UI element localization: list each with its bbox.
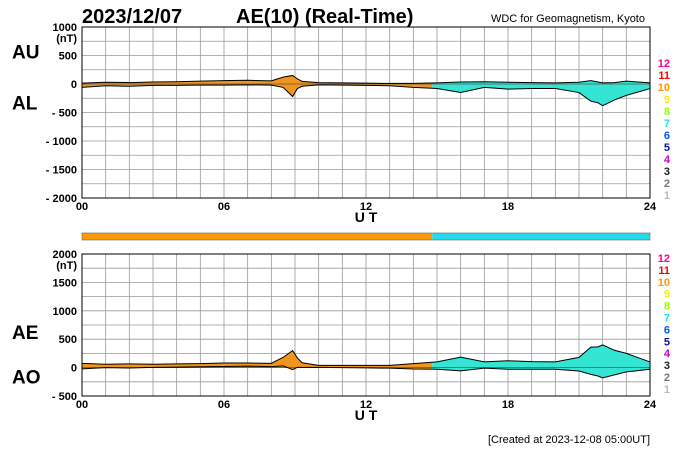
area-fill-au-cyan (432, 80, 650, 84)
area-fill-al-orange (82, 84, 433, 97)
station-count-6: 6 (664, 130, 670, 142)
y-tick-label: 2000 (53, 249, 77, 261)
station-count-9: 9 (664, 94, 670, 106)
station-count-4: 4 (664, 154, 671, 166)
y-tick-label: - 1500 (46, 165, 77, 177)
chart-title: AE(10) (Real-Time) (236, 6, 413, 28)
area-fill-ae-cyan (432, 344, 650, 368)
y-tick-label: 0 (71, 79, 77, 91)
series-label-al: AL (12, 94, 38, 115)
y-tick-label: 500 (59, 51, 77, 63)
station-count-5: 5 (664, 142, 670, 154)
y-tick-label: 1500 (53, 277, 77, 289)
y-tick-label: 1000 (53, 306, 77, 318)
series-label-ae: AE (12, 323, 38, 344)
x-tick-label: 00 (76, 399, 88, 411)
y-tick-label: - 500 (52, 391, 77, 403)
series-label-au: AU (12, 42, 39, 63)
ae-ao-panel: 2000 1500 1000 500 0 - 500 (nT) 00 06 12 18 24 U T AE… (12, 249, 657, 423)
series-line-ao (81, 365, 651, 379)
station-count-bar (81, 232, 651, 241)
station-count-12: 12 (658, 253, 670, 265)
au-al-panel: 1000 500 0 - 500 - 1000 - 1500 - 2000 (nT) 00 06 1… (12, 22, 657, 225)
area-fill-al-cyan (432, 84, 650, 106)
x-tick-label: 06 (218, 399, 230, 411)
station-count-6: 6 (664, 324, 670, 336)
station-count-9: 9 (664, 289, 670, 301)
x-tick-label: 12 (360, 201, 372, 213)
station-bar-frame (81, 232, 651, 241)
station-count-2: 2 (664, 372, 670, 384)
station-bar-segment (82, 233, 433, 240)
plot-frame (81, 26, 651, 199)
series-line-al (81, 84, 651, 107)
plot-frame (81, 253, 651, 397)
station-count-11: 11 (658, 265, 670, 277)
x-tick-label: 00 (76, 201, 88, 213)
station-count-3: 3 (664, 360, 670, 372)
series-label-ao: AO (12, 368, 41, 389)
y-tick-label: 1000 (53, 22, 77, 34)
series-line-au (81, 74, 651, 84)
station-count-3: 3 (664, 166, 670, 178)
station-count-10: 10 (658, 277, 670, 289)
station-count-5: 5 (664, 336, 670, 348)
x-tick-label: 18 (502, 399, 514, 411)
creation-timestamp: [Created at 2023-12-08 05:00UT] (488, 434, 650, 446)
x-tick-label: 06 (218, 201, 230, 213)
area-fill-ae-orange (82, 350, 433, 368)
station-count-8: 8 (664, 106, 670, 118)
station-count-1: 1 (664, 190, 670, 202)
station-count-2: 2 (664, 178, 670, 190)
x-tick-label: 18 (502, 201, 514, 213)
x-tick-label: 12 (360, 399, 372, 411)
station-count-12: 12 (658, 58, 670, 70)
y-tick-label: - 2000 (46, 193, 77, 205)
y-axis-unit: (nT) (56, 260, 77, 272)
y-tick-label: 0 (71, 363, 77, 375)
station-count-8: 8 (664, 301, 670, 313)
x-axis-label: U T (355, 209, 378, 225)
x-tick-label: 24 (644, 399, 657, 411)
x-axis-label: U T (355, 407, 378, 423)
grid (81, 253, 651, 397)
y-axis-unit: (nT) (56, 33, 77, 45)
station-bar-segment (432, 233, 650, 240)
y-tick-label: - 500 (52, 108, 77, 120)
station-count-11: 11 (658, 70, 670, 82)
grid (81, 26, 651, 199)
station-count-1: 1 (664, 384, 670, 396)
y-tick-label: 500 (59, 334, 77, 346)
station-count-7: 7 (664, 118, 670, 130)
y-tick-label: - 1000 (46, 136, 77, 148)
station-count-10: 10 (658, 82, 670, 94)
chart-source: WDC for Geomagnetism, Kyoto (491, 13, 645, 25)
station-count-4: 4 (664, 348, 671, 360)
x-tick-label: 24 (644, 201, 657, 213)
series-line-ae (81, 344, 651, 366)
chart-date: 2023/12/07 (82, 6, 182, 28)
station-count-7: 7 (664, 313, 670, 325)
